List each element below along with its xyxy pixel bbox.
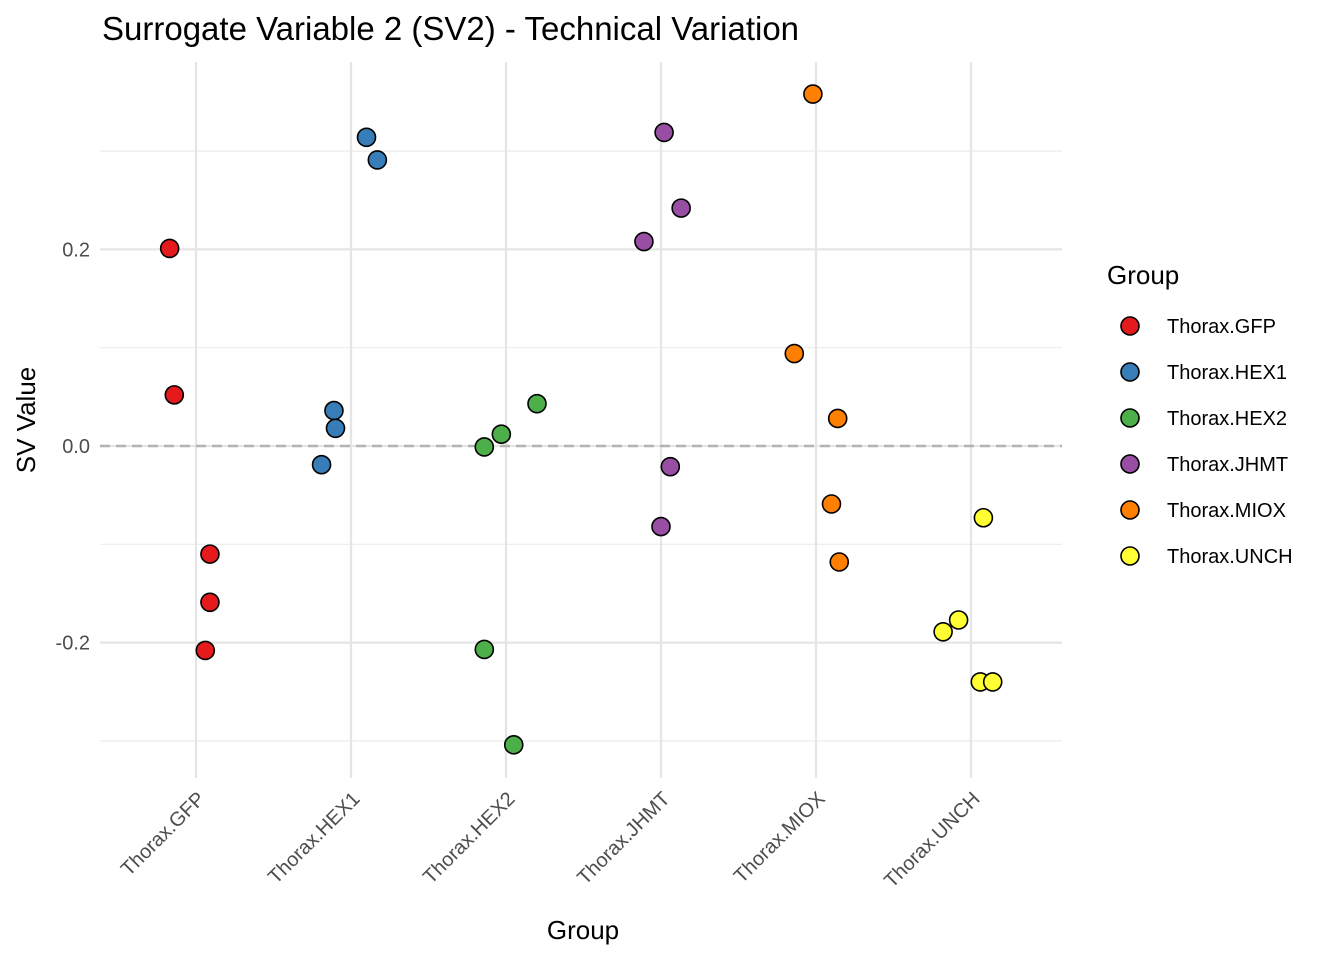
x-axis-ticks: Thorax.GFP Thorax.HEX1 Thorax.HEX2 Thorax.J… bbox=[117, 788, 985, 892]
data-point bbox=[491, 424, 512, 445]
x-tick-label: Thorax.HEX1 bbox=[264, 788, 364, 888]
y-tick-label: 0.0 bbox=[62, 436, 90, 458]
data-point bbox=[973, 507, 994, 528]
data-point bbox=[634, 231, 654, 252]
y-tick-label: 0.2 bbox=[62, 239, 90, 261]
grid bbox=[100, 62, 1062, 778]
x-tick-label: Thorax.GFP bbox=[117, 788, 210, 881]
data-point bbox=[325, 418, 346, 439]
x-tick-label: Thorax.HEX2 bbox=[419, 788, 519, 888]
legend-key bbox=[1120, 316, 1140, 336]
y-axis-title: SV Value bbox=[11, 367, 41, 473]
x-tick-label: Thorax.JHMT bbox=[573, 788, 674, 889]
data-point bbox=[195, 640, 216, 661]
legend-label: Thorax.UNCH bbox=[1167, 546, 1293, 568]
data-point bbox=[324, 400, 344, 421]
chart-title: Surrogate Variable 2 (SV2) - Technical V… bbox=[102, 10, 799, 47]
x-axis-title: Group bbox=[547, 915, 619, 945]
data-point bbox=[164, 385, 185, 405]
data-point bbox=[367, 150, 388, 170]
x-tick-label: Thorax.UNCH bbox=[880, 788, 984, 892]
data-point bbox=[200, 592, 220, 613]
data-point bbox=[821, 494, 842, 514]
data-point bbox=[651, 516, 671, 537]
data-point bbox=[474, 437, 495, 457]
data-point bbox=[503, 735, 524, 755]
data-point bbox=[982, 672, 1003, 692]
legend-label: Thorax.JHMT bbox=[1167, 454, 1288, 476]
data-point bbox=[654, 122, 674, 143]
data-point bbox=[159, 238, 180, 259]
data-point bbox=[933, 621, 953, 642]
data-point bbox=[671, 198, 691, 218]
data-point bbox=[948, 610, 969, 630]
data-point bbox=[829, 552, 850, 572]
data-point bbox=[660, 456, 681, 477]
legend-label: Thorax.HEX1 bbox=[1167, 362, 1287, 384]
data-point bbox=[311, 454, 332, 475]
legend-key bbox=[1120, 362, 1140, 382]
data-point bbox=[784, 343, 805, 364]
legend-key bbox=[1120, 454, 1140, 474]
legend-label: Thorax.MIOX bbox=[1167, 500, 1286, 522]
data-points bbox=[159, 84, 1003, 755]
data-point bbox=[827, 408, 848, 429]
data-point bbox=[803, 84, 823, 104]
x-tick-label: Thorax.MIOX bbox=[730, 788, 830, 888]
data-point bbox=[527, 393, 547, 414]
legend-key bbox=[1120, 546, 1140, 566]
y-tick-label: -0.2 bbox=[56, 633, 90, 655]
data-point bbox=[356, 127, 377, 148]
data-point bbox=[200, 544, 220, 564]
data-point bbox=[474, 639, 495, 660]
legend-label: Thorax.HEX2 bbox=[1167, 408, 1287, 430]
legend-key bbox=[1120, 408, 1140, 428]
legend-title: Group bbox=[1107, 260, 1179, 290]
legend-label: Thorax.GFP bbox=[1167, 316, 1276, 338]
legend: Group Thorax.GFP Thorax.HEX1 Thorax.HEX2 Th… bbox=[1107, 260, 1293, 568]
legend-key bbox=[1120, 500, 1140, 520]
y-axis-ticks: -0.2 0.0 0.2 bbox=[56, 239, 90, 654]
